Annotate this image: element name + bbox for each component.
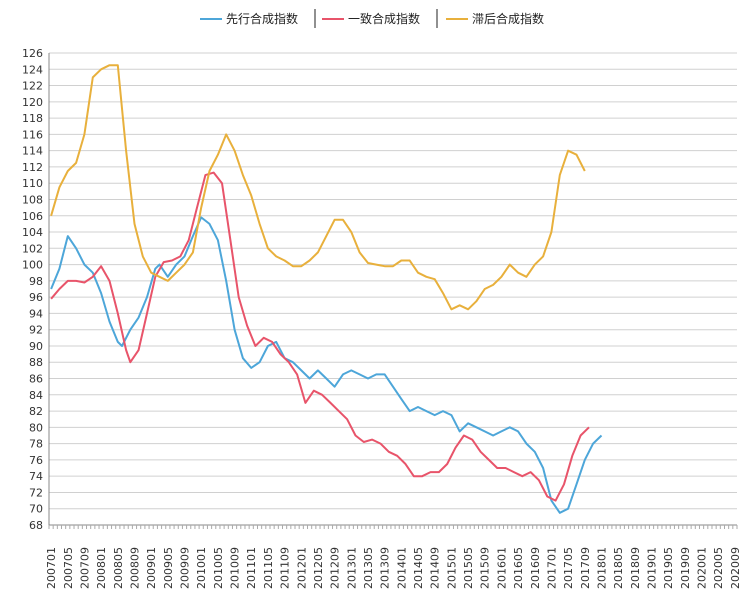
y-tick-label: 70 — [29, 503, 43, 516]
x-tick-label: 201805 — [612, 547, 625, 589]
x-tick-label: 201709 — [579, 547, 592, 589]
y-tick-label: 104 — [22, 226, 43, 239]
y-tick-label: 124 — [22, 63, 43, 76]
y-tick-label: 90 — [29, 340, 43, 353]
y-tick-label: 118 — [22, 112, 43, 125]
y-tick-label: 110 — [22, 177, 43, 190]
series-lines — [50, 64, 603, 514]
y-tick-label: 80 — [29, 421, 43, 434]
y-tick-label: 68 — [29, 519, 43, 532]
y-tick-label: 122 — [22, 80, 43, 93]
legend: 先行合成指数 一致合成指数 滞后合成指数 — [200, 9, 544, 28]
y-tick-label: 88 — [29, 356, 43, 369]
y-axis-ticks: 68 70 72 74 76 78 80 82 84 86 88 90 92 94 96 98 100 102 10… — [22, 47, 43, 532]
x-tick-label: 200905 — [162, 547, 175, 589]
series-line-coincident — [50, 171, 590, 502]
x-tick-label: 200709 — [78, 547, 91, 589]
y-tick-label: 78 — [29, 438, 43, 451]
x-tick-label: 201305 — [362, 547, 375, 589]
series-line-lagging — [50, 64, 586, 311]
x-tick-label: 201701 — [545, 547, 558, 589]
x-tick-label: 200901 — [145, 547, 158, 589]
y-tick-label: 126 — [22, 47, 43, 60]
y-tick-label: 82 — [29, 405, 43, 418]
y-tick-label: 120 — [22, 96, 43, 109]
y-tick-label: 112 — [22, 161, 43, 174]
x-tick-label: 202009 — [729, 547, 742, 589]
x-tick-label: 201405 — [412, 547, 425, 589]
y-tick-label: 96 — [29, 291, 43, 304]
y-tick-label: 86 — [29, 373, 43, 386]
x-tick-label: 201109 — [279, 547, 292, 589]
y-tick-label: 84 — [29, 389, 43, 402]
y-tick-label: 94 — [29, 307, 43, 320]
y-tick-label: 108 — [22, 193, 43, 206]
legend-label-leading: 先行合成指数 — [226, 11, 298, 26]
x-tick-label: 201309 — [379, 547, 392, 589]
x-tick-label: 201801 — [595, 547, 608, 589]
x-tick-label: 202005 — [712, 547, 725, 589]
x-axis: 200701 200705 200709 200801 200805 200809 2009… — [45, 53, 742, 589]
x-tick-label: 201009 — [229, 547, 242, 589]
x-tick-label: 201201 — [295, 547, 308, 589]
series-line-leading — [50, 216, 603, 514]
x-tick-label: 201705 — [562, 547, 575, 589]
x-tick-label: 201505 — [462, 547, 475, 589]
x-tick-label: 200701 — [45, 547, 58, 589]
legend-item-lagging[interactable]: 滞后合成指数 — [446, 11, 544, 26]
x-tick-label: 200909 — [179, 547, 192, 589]
x-tick-label: 202001 — [696, 547, 709, 589]
y-tick-label: 98 — [29, 275, 43, 288]
x-tick-label: 201809 — [629, 547, 642, 589]
y-tick-label: 74 — [29, 470, 43, 483]
x-tick-label: 200805 — [112, 547, 125, 589]
x-tick-label: 201509 — [479, 547, 492, 589]
y-tick-label: 116 — [22, 128, 43, 141]
y-tick-label: 102 — [22, 242, 43, 255]
y-tick-label: 92 — [29, 324, 43, 337]
x-tick-label: 201301 — [345, 547, 358, 589]
legend-label-coincident: 一致合成指数 — [348, 11, 420, 26]
x-tick-label: 201205 — [312, 547, 325, 589]
x-tick-label: 201609 — [529, 547, 542, 589]
x-tick-label: 201501 — [445, 547, 458, 589]
legend-item-coincident[interactable]: 一致合成指数 — [322, 11, 420, 26]
x-tick-label: 200705 — [62, 547, 75, 589]
x-tick-label: 201901 — [646, 547, 659, 589]
x-tick-label: 200801 — [95, 547, 108, 589]
x-tick-label: 201401 — [395, 547, 408, 589]
y-tick-label: 100 — [22, 259, 43, 272]
y-tick-label: 72 — [29, 486, 43, 499]
x-tick-label: 201601 — [495, 547, 508, 589]
x-tick-label: 201905 — [662, 547, 675, 589]
legend-item-leading[interactable]: 先行合成指数 — [200, 11, 298, 26]
y-tick-label: 106 — [22, 210, 43, 223]
x-tick-label: 201001 — [195, 547, 208, 589]
y-tick-label: 114 — [22, 145, 43, 158]
x-tick-label: 201209 — [329, 547, 342, 589]
legend-label-lagging: 滞后合成指数 — [472, 11, 544, 26]
x-tick-label: 201105 — [262, 547, 275, 589]
x-tick-label: 201005 — [212, 547, 225, 589]
x-tick-label: 201409 — [429, 547, 442, 589]
x-tick-label: 201909 — [679, 547, 692, 589]
x-tick-label: 201101 — [245, 547, 258, 589]
x-tick-label: 201605 — [512, 547, 525, 589]
y-tick-label: 76 — [29, 454, 43, 467]
x-tick-label: 200809 — [128, 547, 141, 589]
